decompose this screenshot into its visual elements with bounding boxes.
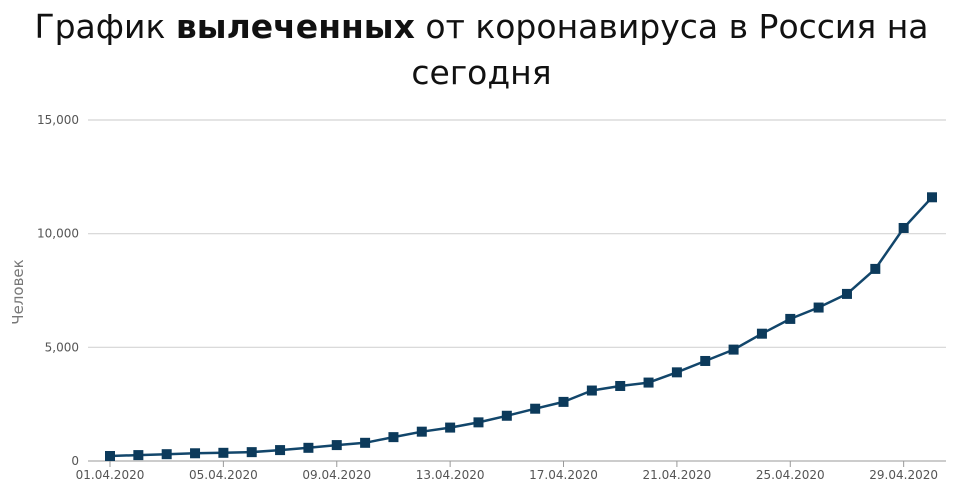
series-line	[109, 196, 933, 458]
data-point	[870, 263, 881, 274]
chart-title: График вылеченных от коронавируса в Росс…	[0, 4, 963, 96]
data-point	[927, 192, 937, 203]
data-point	[586, 385, 597, 396]
data-point	[643, 377, 654, 388]
data-point	[501, 410, 512, 421]
y-tick-label: 5,000	[45, 340, 79, 354]
data-point	[133, 450, 144, 461]
data-point	[331, 440, 342, 451]
chart-title-bold: вылеченных	[175, 7, 415, 46]
data-point	[161, 449, 172, 460]
x-tick-label: 29.04.2020	[869, 468, 938, 482]
data-point	[700, 355, 711, 366]
x-tick-label: 09.04.2020	[302, 468, 371, 482]
chart-title-suffix: от коронавируса в Россия на сегодня	[411, 7, 929, 92]
data-point	[303, 442, 314, 453]
x-tick-label: 17.04.2020	[529, 468, 598, 482]
data-point	[388, 432, 399, 443]
data-point	[898, 222, 909, 233]
y-axis-ticks: 15,000 10,000 5,000 0	[37, 113, 79, 468]
y-tick-label: 15,000	[37, 113, 79, 127]
data-point	[275, 445, 286, 456]
data-point	[360, 437, 371, 448]
data-point	[190, 448, 201, 459]
data-point	[813, 302, 824, 313]
y-tick-label: 0	[71, 454, 79, 468]
data-point	[728, 344, 739, 355]
grid-lines	[88, 119, 946, 348]
data-point	[671, 367, 682, 378]
y-axis-label: Человек	[9, 259, 27, 324]
data-point	[246, 447, 257, 458]
data-point	[841, 288, 852, 299]
x-tick-label: 21.04.2020	[643, 468, 712, 482]
chart-title-prefix: График	[34, 7, 176, 46]
x-tick-label: 05.04.2020	[189, 468, 258, 482]
data-point	[445, 422, 456, 433]
data-point	[615, 380, 626, 391]
y-tick-label: 10,000	[37, 227, 79, 241]
data-point	[218, 447, 229, 458]
data-point	[473, 417, 484, 428]
x-tick-label: 13.04.2020	[416, 468, 485, 482]
data-point	[785, 313, 796, 324]
series-recovered	[105, 192, 937, 461]
data-point	[530, 403, 541, 414]
data-point	[416, 426, 427, 437]
x-tick-label: 01.04.2020	[76, 468, 145, 482]
x-tick-label: 25.04.2020	[756, 468, 825, 482]
x-axis: 01.04.2020 05.04.2020 09.04.2020 13.04.2020…	[76, 460, 946, 482]
data-point	[756, 328, 767, 339]
data-point	[105, 450, 115, 461]
data-point	[558, 396, 569, 407]
